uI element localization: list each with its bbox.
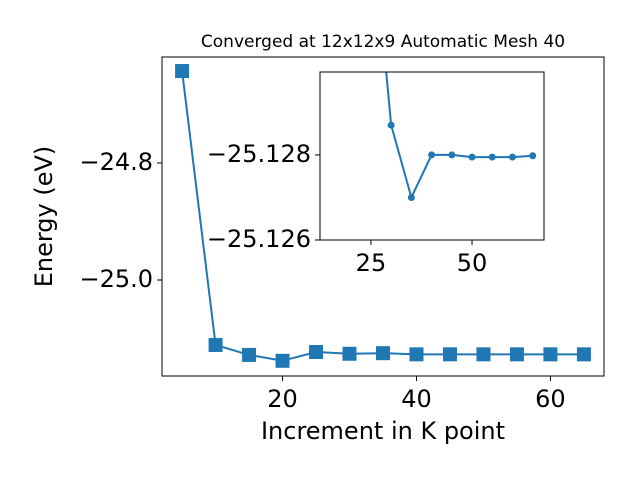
x-tick-label: 25 <box>356 249 387 277</box>
marker <box>576 347 591 362</box>
marker <box>529 152 537 160</box>
marker <box>442 347 457 362</box>
marker <box>468 153 476 161</box>
marker <box>509 347 524 362</box>
marker <box>428 151 436 159</box>
marker <box>208 337 223 352</box>
series <box>175 64 591 368</box>
x-tick-label: 20 <box>267 385 298 413</box>
marker <box>376 346 390 361</box>
marker <box>342 346 357 361</box>
marker <box>242 347 257 362</box>
marker <box>543 347 558 362</box>
marker <box>175 64 190 79</box>
marker <box>409 347 424 362</box>
x-axis-label: Increment in K point <box>261 417 505 445</box>
marker <box>488 153 496 161</box>
axes-frame <box>161 56 605 377</box>
y-tick-label: −25.126 <box>207 225 311 253</box>
marker <box>309 345 324 360</box>
marker <box>387 121 395 129</box>
marker <box>407 193 415 201</box>
axes: 25 50 −25.128 −25.126 <box>207 71 545 277</box>
y-tick-label: −25.0 <box>79 265 153 293</box>
y-tick-label: −24.8 <box>79 148 153 176</box>
x-tick-label: 40 <box>401 385 432 413</box>
series <box>385 72 537 201</box>
x-tick-label: 50 <box>457 249 488 277</box>
marker <box>476 347 491 362</box>
marker <box>508 153 516 161</box>
x-tick-label: 60 <box>535 385 566 413</box>
axes-frame <box>319 71 545 241</box>
chart-title: Converged at 12x12x9 Automatic Mesh 40 <box>201 32 565 52</box>
y-tick-label: −25.128 <box>207 140 311 168</box>
marker <box>275 353 290 368</box>
marker <box>448 151 456 159</box>
y-axis-label: Energy (eV) <box>30 146 58 288</box>
